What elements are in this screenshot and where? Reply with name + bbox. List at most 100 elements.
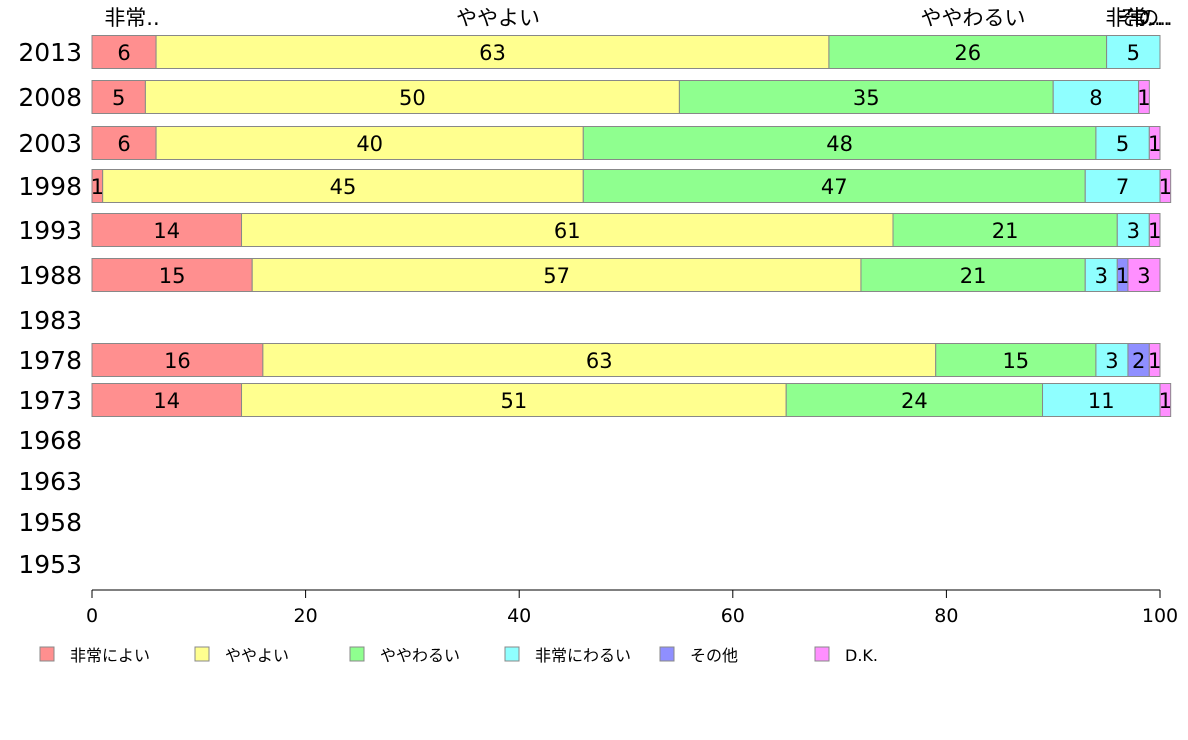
segment-value-label: 1 — [91, 175, 104, 199]
x-tick-label: 100 — [1142, 605, 1178, 627]
x-tick-label: 80 — [934, 605, 958, 627]
legend-label: ややわるい — [380, 646, 460, 665]
bar-segment — [91, 213, 243, 247]
legend: 非常によい ややよい ややわるい 非常にわるい その他 D.K. — [39, 646, 878, 665]
bar-segment — [1052, 80, 1140, 114]
bar-segment — [1084, 169, 1161, 203]
year-label-2013: 2013 — [18, 38, 82, 67]
legend-swatch — [659, 646, 675, 662]
segment-value-label: 40 — [356, 132, 383, 156]
bar-segment — [262, 343, 937, 377]
x-tick-label: 60 — [721, 605, 745, 627]
bar-segment — [1148, 126, 1161, 160]
year-label-1983: 1983 — [18, 306, 82, 335]
segment-value-label: 3 — [1105, 349, 1118, 373]
bar-segment — [678, 80, 1054, 114]
bar-segment — [91, 35, 157, 69]
bar-segment — [91, 383, 243, 417]
bar-segment — [102, 169, 584, 203]
segment-value-label: 47 — [821, 175, 848, 199]
segment-value-label: 1 — [1159, 175, 1172, 199]
segment-value-label: 50 — [399, 86, 426, 110]
segment-value-label: 61 — [554, 219, 581, 243]
segment-value-label: 15 — [159, 264, 186, 288]
legend-swatch — [504, 646, 520, 662]
segment-value-label: 5 — [112, 86, 125, 110]
x-tick-label: 40 — [507, 605, 531, 627]
bar-row-1978: 16 63 15 3 2 1 — [91, 343, 1161, 377]
bar-segment — [582, 126, 1097, 160]
year-label-1998: 1998 — [18, 172, 82, 201]
year-label-1963: 1963 — [18, 467, 82, 496]
segment-value-label: 1 — [1148, 349, 1161, 373]
segment-value-label: 6 — [117, 132, 130, 156]
legend-swatch — [39, 646, 55, 662]
bar-segment — [1148, 213, 1161, 247]
bar-segment — [1095, 343, 1129, 377]
top-label-2: ややわるい — [921, 6, 1026, 30]
year-label-1993: 1993 — [18, 216, 82, 245]
bar-segment — [1159, 383, 1172, 417]
bar-segment — [1148, 343, 1161, 377]
bar-segment — [1127, 258, 1161, 292]
legend-label: D.K. — [845, 646, 878, 665]
segment-value-label: 1 — [1116, 264, 1129, 288]
segment-value-label: 14 — [153, 389, 180, 413]
segment-value-label: 63 — [586, 349, 613, 373]
bar-segment — [91, 80, 146, 114]
legend-label: ややよい — [225, 646, 289, 665]
segment-header-labels: 非常.. ややよい ややわるい 非常..その..D... — [104, 6, 1172, 30]
segment-value-label: 5 — [1127, 41, 1140, 65]
segment-value-label: 1 — [1159, 389, 1172, 413]
year-label-1988: 1988 — [18, 261, 82, 290]
segment-value-label: 3 — [1127, 219, 1140, 243]
year-label-1953: 1953 — [18, 550, 82, 579]
segment-value-label: 15 — [1002, 349, 1029, 373]
segment-value-label: 57 — [543, 264, 570, 288]
segment-value-label: 8 — [1089, 86, 1102, 110]
segment-value-label: 16 — [164, 349, 191, 373]
bar-segment — [1084, 258, 1118, 292]
bar-segment — [1106, 35, 1161, 69]
legend-label: 非常によい — [70, 646, 150, 665]
segment-value-label: 35 — [853, 86, 880, 110]
top-label-0: 非常.. — [104, 6, 159, 30]
segment-value-label: 48 — [826, 132, 853, 156]
year-label-1968: 1968 — [18, 426, 82, 455]
legend-swatch — [349, 646, 365, 662]
bar-row-1973: 14 51 24 11 1 — [91, 383, 1172, 417]
segment-value-label: 14 — [153, 219, 180, 243]
bar-row-2003: 6 40 48 5 1 — [91, 126, 1161, 160]
bar-segment — [241, 383, 787, 417]
bar-segment — [241, 213, 894, 247]
bar-segment — [144, 80, 680, 114]
bar-row-1988: 15 57 21 3 1 3 — [91, 258, 1161, 292]
segment-value-label: 1 — [1137, 86, 1150, 110]
year-tick-labels: 2013 2008 2003 1998 1993 1988 1983 1978 1973 1968… — [18, 38, 82, 579]
segment-value-label: 21 — [960, 264, 987, 288]
bar-segment — [91, 258, 253, 292]
year-label-2003: 2003 — [18, 129, 82, 158]
year-label-1958: 1958 — [18, 508, 82, 537]
year-label-1978: 1978 — [18, 346, 82, 375]
bar-segment — [582, 169, 1086, 203]
legend-swatch — [814, 646, 830, 662]
year-label-1973: 1973 — [18, 386, 82, 415]
top-label-3: 非常.. — [1105, 6, 1160, 30]
segment-value-label: 2 — [1132, 349, 1145, 373]
segment-value-label: 11 — [1088, 389, 1115, 413]
legend-label: その他 — [690, 646, 738, 665]
segment-value-label: 3 — [1137, 264, 1150, 288]
bar-segment — [785, 383, 1044, 417]
segment-value-label: 26 — [954, 41, 981, 65]
year-label-2008: 2008 — [18, 83, 82, 112]
segment-value-label: 51 — [500, 389, 527, 413]
segment-value-label: 21 — [992, 219, 1019, 243]
segment-value-label: 63 — [479, 41, 506, 65]
bar-segment — [892, 213, 1118, 247]
segment-value-label: 24 — [901, 389, 928, 413]
top-label-1: ややよい — [456, 6, 540, 30]
bar-segment — [1159, 169, 1172, 203]
bar-segment — [1138, 80, 1150, 114]
